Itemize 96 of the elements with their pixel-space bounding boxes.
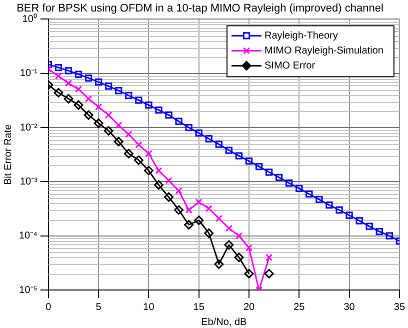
point xyxy=(235,232,243,240)
point xyxy=(185,124,192,132)
point xyxy=(125,92,132,100)
point xyxy=(144,166,154,176)
point xyxy=(316,196,323,204)
y-tick-label: 10⁻¹ xyxy=(20,68,38,80)
point xyxy=(115,122,122,129)
point xyxy=(175,187,182,194)
point xyxy=(265,168,273,176)
point xyxy=(366,222,373,230)
point xyxy=(214,259,224,269)
point xyxy=(94,103,102,111)
point xyxy=(155,167,162,174)
point xyxy=(64,67,72,74)
point xyxy=(145,101,152,109)
point xyxy=(245,244,253,252)
x-tick-label: 35 xyxy=(394,302,406,313)
point xyxy=(174,205,184,215)
point xyxy=(105,111,112,119)
point xyxy=(386,232,393,240)
point xyxy=(286,180,293,187)
point xyxy=(195,198,202,206)
point xyxy=(185,206,192,214)
point xyxy=(74,70,82,78)
point xyxy=(74,100,84,110)
point xyxy=(215,140,222,148)
point xyxy=(265,254,273,261)
y-tick-label: 10⁻² xyxy=(20,122,38,134)
point xyxy=(105,82,112,90)
point xyxy=(74,86,82,93)
point xyxy=(175,118,182,125)
point xyxy=(225,224,233,232)
point xyxy=(276,174,283,181)
point xyxy=(64,94,74,104)
point xyxy=(165,176,172,184)
point xyxy=(245,158,253,165)
legend-label: SIMO Error xyxy=(264,60,316,72)
point xyxy=(135,141,142,148)
point xyxy=(205,204,212,212)
point xyxy=(376,228,383,236)
point xyxy=(125,130,132,138)
point xyxy=(306,190,313,198)
y-tick-label: 10⁻⁵ xyxy=(19,284,38,296)
point xyxy=(205,135,212,142)
point xyxy=(145,150,152,158)
point xyxy=(296,184,303,192)
point xyxy=(234,252,244,262)
point xyxy=(244,268,254,278)
point xyxy=(264,268,274,278)
x-tick-label: 15 xyxy=(193,302,205,313)
point xyxy=(194,216,204,226)
point xyxy=(54,72,62,80)
point xyxy=(94,118,104,128)
y-tick-label: 10⁰ xyxy=(22,12,38,25)
x-tick-label: 25 xyxy=(294,302,306,313)
point xyxy=(165,111,172,119)
point xyxy=(326,201,333,209)
x-tick-label: 20 xyxy=(243,302,255,313)
x-tick-label: 0 xyxy=(46,302,52,313)
point xyxy=(184,220,194,230)
point xyxy=(154,180,164,190)
x-tick-label: 10 xyxy=(143,302,155,313)
x-tick-label: 5 xyxy=(96,302,102,313)
point xyxy=(255,163,263,170)
point xyxy=(215,214,222,222)
y-tick-label: 10⁻⁴ xyxy=(19,230,38,242)
legend-label: Rayleigh-Theory xyxy=(264,30,338,42)
point xyxy=(224,240,234,250)
y-axis-title: Bit Error Rate xyxy=(2,124,14,185)
x-tick-label: 30 xyxy=(344,302,356,313)
point xyxy=(84,74,92,82)
point xyxy=(84,95,92,102)
legend-label: MIMO Rayleigh-Simulation xyxy=(264,45,384,56)
chart-title: BER for BPSK using OFDM in a 10-tap MIMO Rayleigh (improved) channel xyxy=(16,2,384,15)
point xyxy=(54,88,64,98)
point xyxy=(346,212,353,219)
point xyxy=(114,136,124,146)
y-tick-label: 10⁻³ xyxy=(20,176,38,188)
point xyxy=(204,228,214,238)
point xyxy=(356,217,363,224)
point xyxy=(235,152,243,160)
point xyxy=(54,64,62,72)
point xyxy=(115,87,122,94)
point xyxy=(94,78,102,86)
point xyxy=(124,148,134,158)
point xyxy=(155,106,162,114)
point xyxy=(135,96,142,104)
point xyxy=(336,206,343,214)
point xyxy=(225,146,233,154)
point xyxy=(134,155,144,165)
point xyxy=(84,110,94,120)
point xyxy=(64,80,72,87)
x-axis-title: Eb/No, dB xyxy=(201,316,248,328)
point xyxy=(104,126,114,136)
point xyxy=(164,192,174,202)
point xyxy=(195,129,202,137)
